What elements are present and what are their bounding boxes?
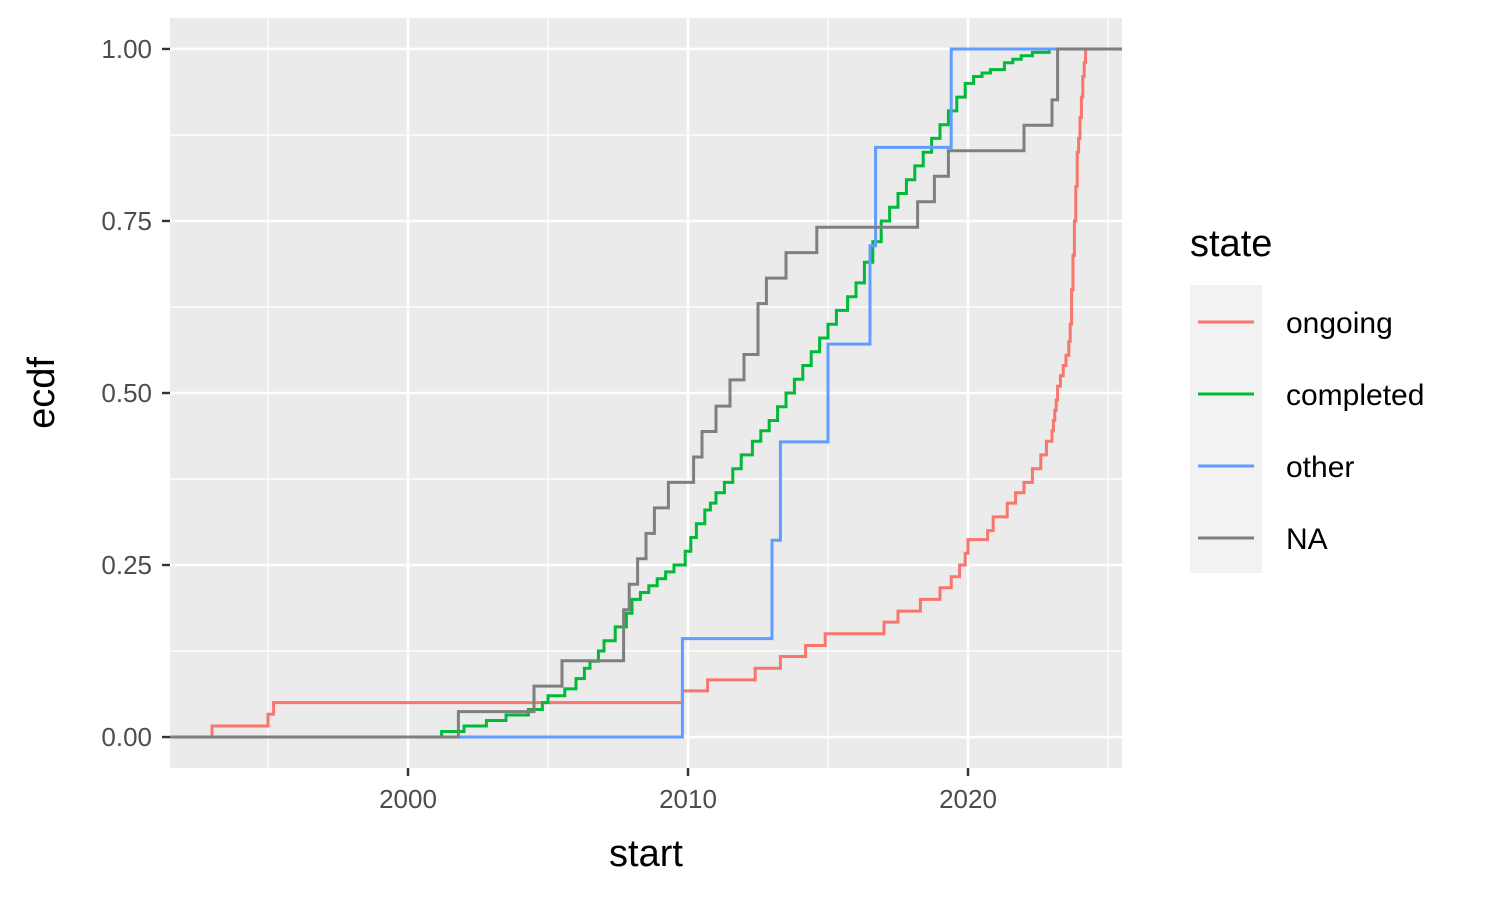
series-line-other <box>170 47 1066 739</box>
x-tick-label: 2000 <box>379 784 437 814</box>
y-tick-label: 0.25 <box>101 550 152 580</box>
x-tick-label: 2020 <box>939 784 997 814</box>
y-axis-title: ecdf <box>21 357 63 429</box>
legend: state ongoing completed other NA <box>1190 223 1424 573</box>
series-lines <box>170 47 1122 739</box>
series-line-na <box>170 47 1122 739</box>
legend-title: state <box>1190 223 1272 265</box>
y-tick-label: 0.00 <box>101 722 152 752</box>
major-gridlines <box>170 18 1122 768</box>
legend-label-ongoing: ongoing <box>1286 307 1393 340</box>
y-tick-label: 0.75 <box>101 206 152 236</box>
y-tick-label: 1.00 <box>101 34 152 64</box>
legend-label-na: NA <box>1286 523 1328 556</box>
series-line-ongoing <box>170 47 1122 739</box>
legend-key-background <box>1190 285 1262 573</box>
legend-label-other: other <box>1286 451 1354 484</box>
series-line-completed <box>170 47 1066 739</box>
x-axis: 2000 2010 2020 <box>379 768 997 814</box>
x-axis-title: start <box>609 833 683 875</box>
y-tick-label: 0.50 <box>101 378 152 408</box>
y-axis: 0.00 0.25 0.50 0.75 1.00 <box>101 34 170 752</box>
legend-label-completed: completed <box>1286 379 1424 412</box>
x-tick-label: 2010 <box>659 784 717 814</box>
